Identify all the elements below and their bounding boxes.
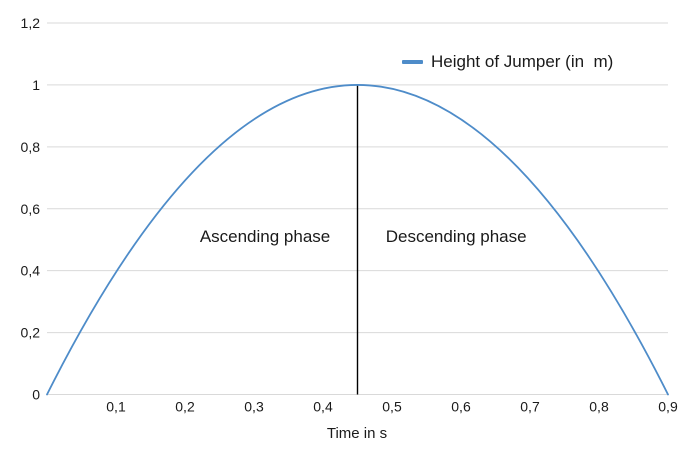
x-axis-title: Time in s	[326, 425, 388, 442]
y-tick-label: 0,4	[21, 263, 41, 279]
legend-line-swatch	[402, 60, 423, 64]
y-tick-label: 0	[32, 387, 40, 403]
x-tick-label: 0,1	[106, 399, 126, 415]
legend-label: Height of Jumper (in m)	[431, 52, 614, 71]
x-tick-label: 0,4	[313, 399, 333, 415]
x-tick-label: 0,3	[244, 399, 264, 415]
x-tick-label: 0,9	[658, 399, 678, 415]
descending-phase-label: Descending phase	[385, 226, 527, 246]
y-tick-label: 0,8	[21, 139, 41, 155]
legend: Height of Jumper (in m)	[402, 52, 613, 72]
y-tick-label: 1	[32, 77, 40, 93]
ascending-phase-label: Ascending phase	[199, 226, 331, 246]
x-tick-label: 0,8	[589, 399, 609, 415]
x-tick-label: 0,6	[451, 399, 471, 415]
y-tick-label: 0,6	[21, 201, 41, 217]
x-tick-label: 0,5	[382, 399, 402, 415]
height-curve	[46, 84, 669, 396]
y-tick-label: 1,2	[21, 15, 41, 31]
x-tick-label: 0,7	[520, 399, 540, 415]
y-tick-label: 0,2	[21, 325, 41, 341]
x-tick-label: 0,2	[175, 399, 195, 415]
